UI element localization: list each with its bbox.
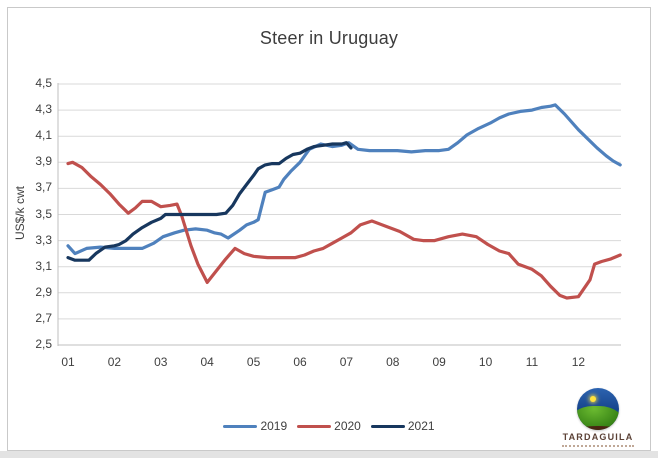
series-line-2019	[66, 103, 622, 256]
legend-item-2019: 2019	[223, 419, 287, 433]
chart-window: Steer in Uruguay US$/k cwt 4,5 4,3 4,1 3,9 3…	[7, 7, 651, 451]
y-tick-label: 2,7	[35, 310, 52, 325]
y-tick-label: 4,3	[35, 102, 52, 117]
x-tick-label: 04	[200, 355, 214, 369]
legend-swatch-2019	[223, 424, 258, 428]
x-tick-label: 02	[107, 355, 122, 369]
y-tick-label: 4,1	[35, 128, 52, 143]
legend-item-2021: 2021	[370, 419, 435, 433]
legend-label: 2021	[407, 419, 435, 433]
chart-title: Steer in Uruguay	[259, 28, 399, 48]
y-tick-label: 3,9	[35, 154, 52, 169]
legend-swatch-2020	[297, 424, 332, 428]
x-tick-label: 11	[525, 355, 539, 369]
x-tick-label: 06	[293, 355, 307, 369]
tardaguila-logo: TARDAGUILA	[548, 388, 648, 447]
logo-sun-icon	[590, 396, 596, 402]
logo-globe-icon	[577, 388, 619, 430]
y-tick-label: 2,5	[35, 337, 52, 351]
series-line-2021	[66, 141, 353, 262]
x-tick-label: 08	[386, 355, 400, 369]
x-tick-label: 10	[478, 355, 493, 369]
x-tick-label: 05	[246, 355, 261, 369]
x-tick-label: 09	[432, 355, 446, 369]
y-tick-label: 3,3	[35, 232, 52, 247]
x-tick-label: 07	[339, 355, 354, 369]
legend: 2019 2020 2021	[8, 419, 650, 433]
y-tick-label: 3,7	[35, 180, 52, 195]
logo-subtext-dots	[562, 443, 634, 447]
y-tick-label: 2,9	[35, 284, 52, 299]
legend-label: 2019	[260, 419, 288, 433]
legend-swatch-2021	[370, 424, 405, 428]
logo-base-shape	[577, 426, 619, 430]
y-tick-label: 3,1	[35, 258, 52, 273]
series-line-2020	[66, 160, 622, 300]
x-tick-label: 01	[61, 355, 75, 369]
plot-area	[57, 83, 622, 346]
x-tick-label: 03	[154, 355, 168, 369]
x-tick-label: 12	[571, 355, 586, 369]
y-tick-label: 3,5	[35, 206, 52, 221]
bottom-strip	[0, 451, 658, 458]
y-tick-label: 4,5	[35, 76, 52, 90]
legend-item-2020: 2020	[297, 419, 361, 433]
legend-label: 2020	[334, 419, 361, 433]
logo-text: TARDAGUILA	[562, 432, 634, 442]
